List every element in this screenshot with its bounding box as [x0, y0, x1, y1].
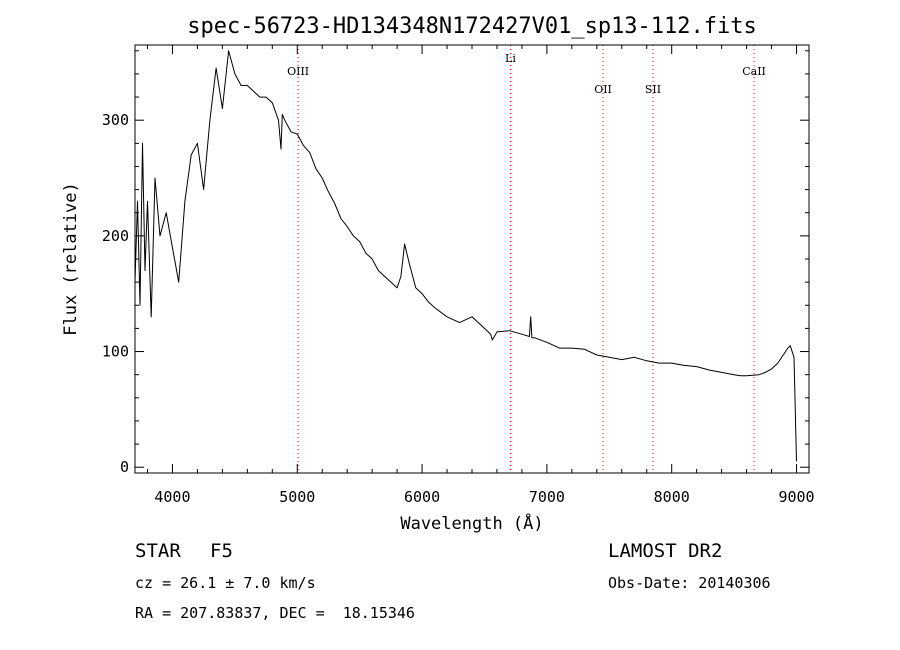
- plot-frame: [134, 44, 810, 474]
- redshift-readout: cz = 26.1 ± 7.0 km/s: [135, 574, 316, 592]
- x-tick-label-1: 5000: [279, 488, 315, 506]
- spectrum-chart: spec-56723-HD134348N172427V01_sp13-112.f…: [61, 14, 815, 534]
- object-class: STAR: [135, 540, 181, 562]
- y-tick-label-2: 200: [102, 227, 129, 245]
- spectral-lines: OIII Li OII SII CaII: [287, 45, 766, 473]
- y-tick-label-0: 0: [120, 458, 129, 476]
- series-group: [134, 50, 797, 462]
- x-tick-label-2: 6000: [404, 488, 440, 506]
- chart-title: spec-56723-HD134348N172427V01_sp13-112.f…: [187, 14, 757, 39]
- y-tick-label-3: 300: [102, 111, 129, 129]
- x-axis-label: Wavelength (Å): [400, 512, 543, 534]
- spectral-line-label-4: CaII: [742, 65, 766, 78]
- spectral-line-label-1: Li: [505, 52, 516, 65]
- x-tick-label-4: 8000: [654, 488, 690, 506]
- x-tick-label-3: 7000: [529, 488, 565, 506]
- object-subclass: F5: [210, 540, 233, 562]
- x-tick-label-0: 4000: [154, 488, 190, 506]
- spectral-line-label-2: OII: [594, 83, 612, 96]
- y-tick-label-1: 100: [102, 343, 129, 361]
- spectral-line-label-0: OIII: [287, 65, 309, 78]
- y-axis: 0 100 200 300: [102, 50, 809, 476]
- x-tick-label-5: 9000: [778, 488, 814, 506]
- spectral-line-label-3: SII: [645, 83, 661, 96]
- observation-date: Obs-Date: 20140306: [608, 574, 771, 592]
- y-axis-label: Flux (relative): [61, 182, 81, 336]
- x-axis: 4000 5000 6000 7000 8000 9000: [146, 45, 815, 506]
- survey-name: LAMOST DR2: [608, 540, 723, 562]
- spectrum-series-0: [134, 50, 797, 462]
- coordinates-readout: RA = 207.83837, DEC = 18.15346: [135, 604, 415, 622]
